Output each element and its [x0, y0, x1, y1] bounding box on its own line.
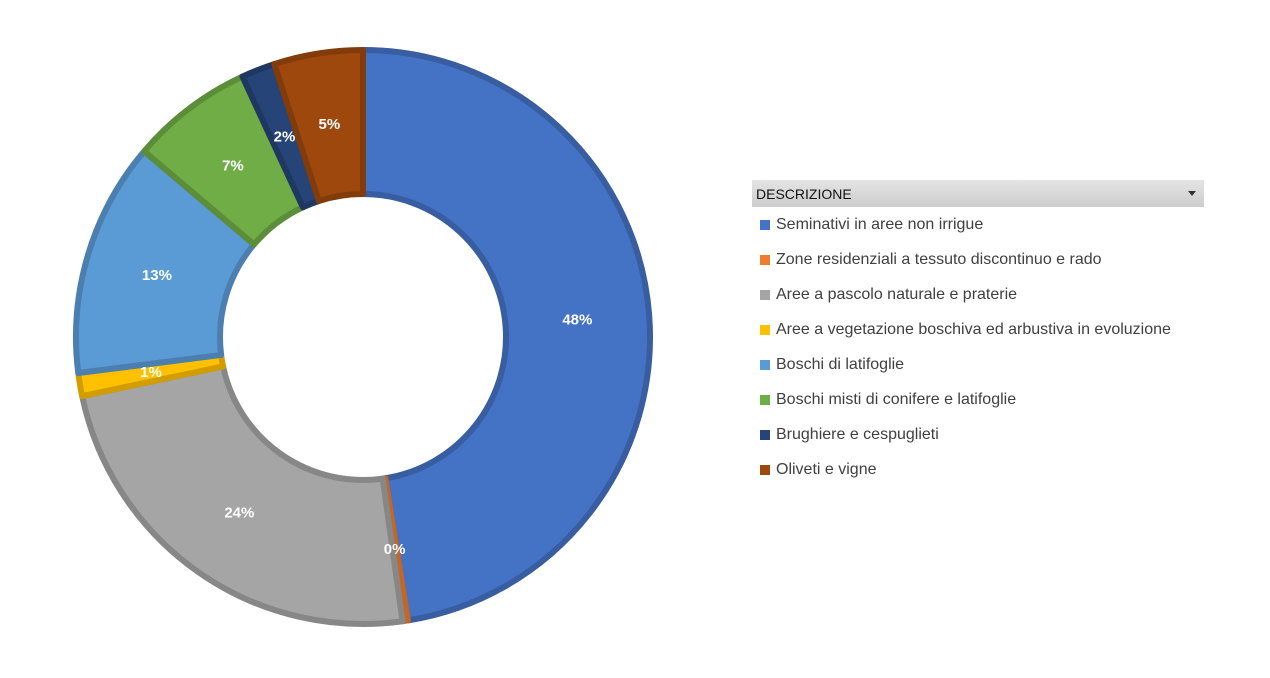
slice-data-label: 1% — [140, 364, 162, 381]
legend-filter-header[interactable]: DESCRIZIONE — [752, 180, 1204, 207]
legend-label: Seminativi in aree non irrigue — [776, 215, 984, 233]
slice-data-label: 13% — [142, 267, 172, 284]
doughnut-slice[interactable] — [73, 148, 257, 376]
slice-data-label: 7% — [222, 157, 244, 174]
legend-item[interactable]: Aree a vegetazione boschiva ed arbustiva… — [752, 312, 1204, 347]
legend-swatch — [760, 464, 770, 475]
slice-data-label: 24% — [224, 504, 254, 521]
legend-swatch — [760, 359, 770, 370]
slice-data-label: 48% — [562, 312, 592, 329]
slice-data-label: 5% — [319, 116, 341, 133]
doughnut-slice[interactable] — [360, 47, 653, 624]
legend: DESCRIZIONE Seminativi in aree non irrig… — [752, 180, 1204, 487]
slice-data-label: 2% — [274, 128, 296, 145]
legend-swatch — [760, 324, 770, 335]
dropdown-arrow-icon[interactable] — [1188, 191, 1196, 196]
legend-title: DESCRIZIONE — [756, 185, 852, 202]
legend-swatch — [760, 429, 770, 440]
slice-data-label: 0% — [384, 541, 406, 558]
doughnut-chart: 48% 0% 24% 1% 13% 7% 2% 5% — [73, 47, 653, 627]
legend-item[interactable]: Boschi misti di conifere e latifoglie — [752, 382, 1204, 417]
legend-item[interactable]: Boschi di latifoglie — [752, 347, 1204, 382]
legend-label: Boschi di latifoglie — [776, 355, 905, 373]
doughnut-slice[interactable] — [271, 47, 366, 204]
legend-item[interactable]: Zone residenziali a tessuto discontinuo … — [752, 242, 1204, 277]
legend-item[interactable]: Seminativi in aree non irrigue — [752, 207, 1204, 242]
legend-label: Brughiere e cespuglieti — [776, 425, 939, 443]
legend-label: Aree a vegetazione boschiva ed arbustiva… — [776, 320, 1171, 338]
legend-label: Oliveti e vigne — [776, 460, 877, 478]
legend-label: Aree a pascolo naturale e praterie — [776, 285, 1018, 303]
legend-item[interactable]: Oliveti e vigne — [752, 452, 1204, 487]
doughnut-data-labels: 48% 0% 24% 1% 13% 7% 2% 5% — [140, 116, 592, 558]
legend-label: Zone residenziali a tessuto discontinuo … — [776, 250, 1102, 268]
doughnut-slice[interactable] — [79, 363, 406, 627]
legend-item[interactable]: Brughiere e cespuglieti — [752, 417, 1204, 452]
legend-items: Seminativi in aree non irrigue Zone resid… — [752, 207, 1204, 487]
legend-swatch — [760, 289, 770, 300]
doughnut-slices — [73, 47, 653, 627]
legend-swatch — [760, 219, 770, 230]
legend-swatch — [760, 394, 770, 405]
legend-label: Boschi misti di conifere e latifoglie — [776, 390, 1017, 408]
legend-item[interactable]: Aree a pascolo naturale e praterie — [752, 277, 1204, 312]
legend-swatch — [760, 254, 770, 265]
